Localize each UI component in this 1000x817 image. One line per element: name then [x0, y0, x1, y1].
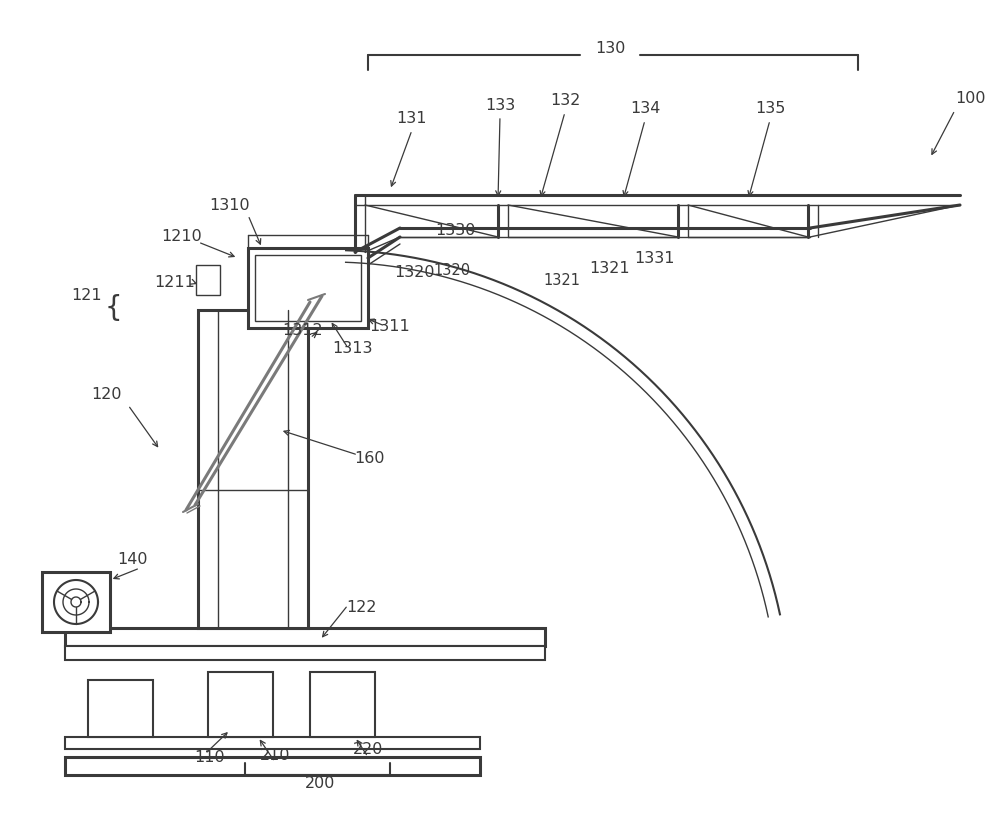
Text: 140: 140: [118, 552, 148, 568]
Text: 130: 130: [595, 41, 625, 56]
Text: 122: 122: [347, 600, 377, 614]
Text: 1310: 1310: [210, 198, 250, 212]
Text: 160: 160: [355, 450, 385, 466]
Text: 121: 121: [71, 288, 102, 302]
Text: 1313: 1313: [332, 341, 372, 355]
Text: 135: 135: [755, 100, 785, 115]
Text: 100: 100: [955, 91, 986, 105]
Bar: [196, 265, 220, 295]
Bar: [65, 737, 480, 749]
Text: 1211: 1211: [155, 275, 195, 289]
Text: 200: 200: [305, 775, 335, 791]
Text: {: {: [104, 294, 122, 322]
Text: 1210: 1210: [162, 229, 202, 243]
Text: 1331: 1331: [635, 251, 675, 266]
Text: 132: 132: [550, 92, 580, 108]
Text: 1311: 1311: [370, 319, 410, 333]
Text: 1320: 1320: [433, 262, 471, 278]
Bar: [42, 572, 110, 632]
Text: 220: 220: [353, 743, 383, 757]
Text: 133: 133: [485, 97, 515, 113]
Text: 120: 120: [92, 386, 122, 401]
Text: 110: 110: [194, 751, 225, 766]
Bar: [198, 310, 308, 628]
Text: 210: 210: [260, 748, 290, 762]
Text: 1321: 1321: [590, 261, 630, 275]
Bar: [310, 672, 375, 737]
Text: 131: 131: [397, 110, 427, 126]
Text: 134: 134: [630, 100, 660, 115]
Text: 1321: 1321: [544, 273, 580, 288]
Bar: [255, 255, 361, 321]
Bar: [88, 680, 153, 737]
Text: 1330: 1330: [435, 222, 475, 238]
Bar: [208, 672, 273, 737]
Bar: [65, 757, 480, 775]
Bar: [65, 628, 545, 646]
Bar: [248, 248, 368, 328]
Text: 1320: 1320: [395, 265, 435, 279]
Text: 1312: 1312: [283, 323, 323, 337]
Bar: [65, 646, 545, 660]
